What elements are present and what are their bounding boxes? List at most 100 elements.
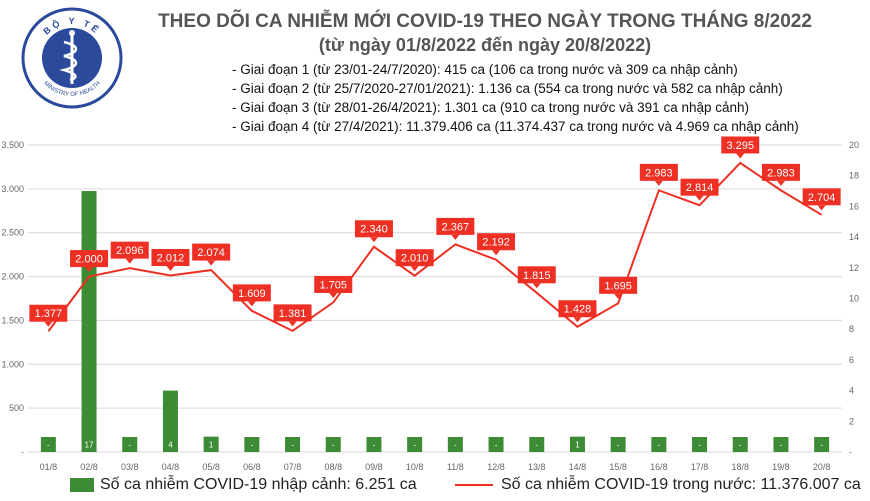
- import-case-bar-label: 17: [85, 441, 94, 450]
- import-case-bar: [773, 437, 789, 452]
- import-case-bar: [814, 437, 830, 452]
- domestic-case-data-label: 2.012: [157, 253, 185, 265]
- domestic-case-label-pointer: [532, 283, 541, 289]
- import-case-bar-label: -: [251, 441, 254, 450]
- domestic-case-label-box: [599, 276, 638, 294]
- domestic-case-label-box: [29, 304, 68, 322]
- x-axis-tick-label: 02/8: [80, 462, 98, 472]
- x-axis-tick-label: 01/8: [40, 462, 58, 472]
- import-case-bar-label: 4: [168, 441, 173, 450]
- domestic-case-label-box: [354, 220, 393, 238]
- domestic-case-data-label: 2.340: [360, 224, 388, 236]
- x-axis-tick-label: 16/8: [650, 462, 668, 472]
- legend-bar: Số ca nhiễm COVID-19 nhập cảnh: 6.251 ca: [70, 476, 417, 494]
- domestic-case-label-box: [558, 300, 597, 318]
- x-axis-tick-label: 07/8: [284, 462, 302, 472]
- import-case-bar-label: -: [128, 441, 131, 450]
- domestic-case-label-box: [761, 163, 800, 181]
- left-axis-tick-label: -: [21, 447, 24, 457]
- x-axis-tick-label: 20/8: [813, 462, 831, 472]
- domestic-case-label-pointer: [492, 250, 501, 256]
- ministry-of-health-logo: BỘ Y TẾ MINISTRY OF HEALTH: [21, 7, 123, 109]
- domestic-case-data-label: 2.814: [686, 182, 714, 194]
- import-case-bar: [203, 436, 219, 452]
- domestic-case-data-label: 2.192: [482, 237, 510, 249]
- right-axis-tick-label: 2: [849, 416, 854, 426]
- stage-item: - Giai đoạn 3 (từ 28/01-26/4/2021): 1.30…: [232, 100, 750, 115]
- domestic-case-label-pointer: [44, 321, 53, 327]
- x-axis-tick-label: 19/8: [772, 462, 790, 472]
- import-case-bar-label: -: [495, 441, 498, 450]
- right-axis-tick-label: 4: [849, 386, 854, 396]
- domestic-case-label-pointer: [614, 293, 623, 299]
- domestic-case-label-box: [721, 136, 760, 154]
- right-axis-tick-label: 18: [849, 171, 859, 181]
- x-axis-tick-label: 10/8: [406, 462, 424, 472]
- domestic-case-data-label: 2.367: [442, 221, 470, 233]
- import-case-bar: [692, 437, 708, 452]
- domestic-case-label-box: [314, 275, 353, 293]
- x-axis-tick-label: 04/8: [162, 462, 180, 472]
- left-axis-tick-label: 1.500: [1, 315, 24, 325]
- right-axis-tick-label: 20: [849, 140, 859, 150]
- import-case-bar-label: -: [47, 441, 50, 450]
- domestic-case-label-box: [395, 249, 434, 267]
- domestic-case-data-label: 1.609: [238, 288, 266, 300]
- domestic-case-data-label: 1.695: [604, 280, 632, 292]
- chart-title: THEO DÕI CA NHIỄM MỚI COVID-19 THEO NGÀY…: [158, 11, 812, 32]
- right-axis-tick-label: 8: [849, 324, 854, 334]
- import-case-bar: [569, 436, 585, 452]
- domestic-case-label-box: [680, 178, 719, 196]
- domestic-case-label-pointer: [410, 266, 419, 272]
- import-case-bar: [407, 437, 423, 452]
- import-case-bar: [488, 437, 504, 452]
- domestic-case-label-box: [232, 284, 271, 302]
- domestic-case-label-box: [436, 217, 475, 235]
- domestic-case-data-label: 2.074: [197, 247, 225, 259]
- import-case-bar-label: 1: [575, 441, 580, 450]
- import-case-bar: [81, 191, 97, 453]
- import-case-bar: [447, 437, 463, 452]
- x-axis-tick-label: 13/8: [528, 462, 546, 472]
- import-case-bar-label: -: [332, 441, 335, 450]
- domestic-case-label-box: [70, 250, 109, 268]
- right-axis-tick-label: 12: [849, 263, 859, 273]
- import-case-bar: [610, 437, 626, 452]
- domestic-case-label-pointer: [125, 258, 134, 264]
- domestic-case-label-box: [639, 163, 678, 181]
- import-case-bar: [40, 437, 56, 452]
- caduceus-icon: [59, 30, 78, 84]
- left-axis-tick-label: 2.000: [1, 272, 24, 282]
- right-axis-tick-label: -: [849, 447, 852, 457]
- domestic-case-label-pointer: [695, 195, 704, 201]
- domestic-case-data-label: 2.096: [116, 245, 144, 257]
- domestic-case-label-box: [110, 241, 149, 259]
- x-axis-tick-label: 15/8: [609, 462, 627, 472]
- chart-title-block: THEO DÕI CA NHIỄM MỚI COVID-19 THEO NGÀY…: [150, 10, 820, 57]
- domestic-case-label-pointer: [329, 292, 338, 298]
- import-case-bar: [325, 437, 341, 452]
- x-axis-tick-label: 11/8: [447, 462, 464, 472]
- import-case-bar: [122, 437, 138, 452]
- import-case-bar: [162, 390, 178, 452]
- domestic-case-data-label: 1.381: [279, 308, 307, 320]
- domestic-case-label-pointer: [207, 260, 216, 266]
- domestic-case-label-pointer: [369, 237, 378, 243]
- legend-line-label: Số ca nhiễm COVID-19 trong nước: 11.376.…: [501, 476, 861, 493]
- x-axis-tick-label: 05/8: [202, 462, 220, 472]
- import-case-bar-label: -: [739, 441, 742, 450]
- domestic-case-label-box: [802, 188, 841, 206]
- import-case-bar: [285, 437, 301, 452]
- left-axis-tick-label: 2.500: [1, 228, 24, 238]
- import-case-bar-label: -: [617, 441, 620, 450]
- import-case-bar: [244, 437, 260, 452]
- x-axis-tick-label: 06/8: [243, 462, 261, 472]
- legend-bar-label: Số ca nhiễm COVID-19 nhập cảnh: 6.251 ca: [100, 476, 417, 493]
- import-case-bar-label: -: [454, 441, 457, 450]
- domestic-case-label-pointer: [85, 267, 94, 273]
- left-axis-tick-label: 3.000: [1, 184, 24, 194]
- domestic-case-data-label: 3.295: [726, 140, 754, 152]
- domestic-case-data-label: 2.704: [808, 192, 836, 204]
- import-case-bar-label: -: [373, 441, 376, 450]
